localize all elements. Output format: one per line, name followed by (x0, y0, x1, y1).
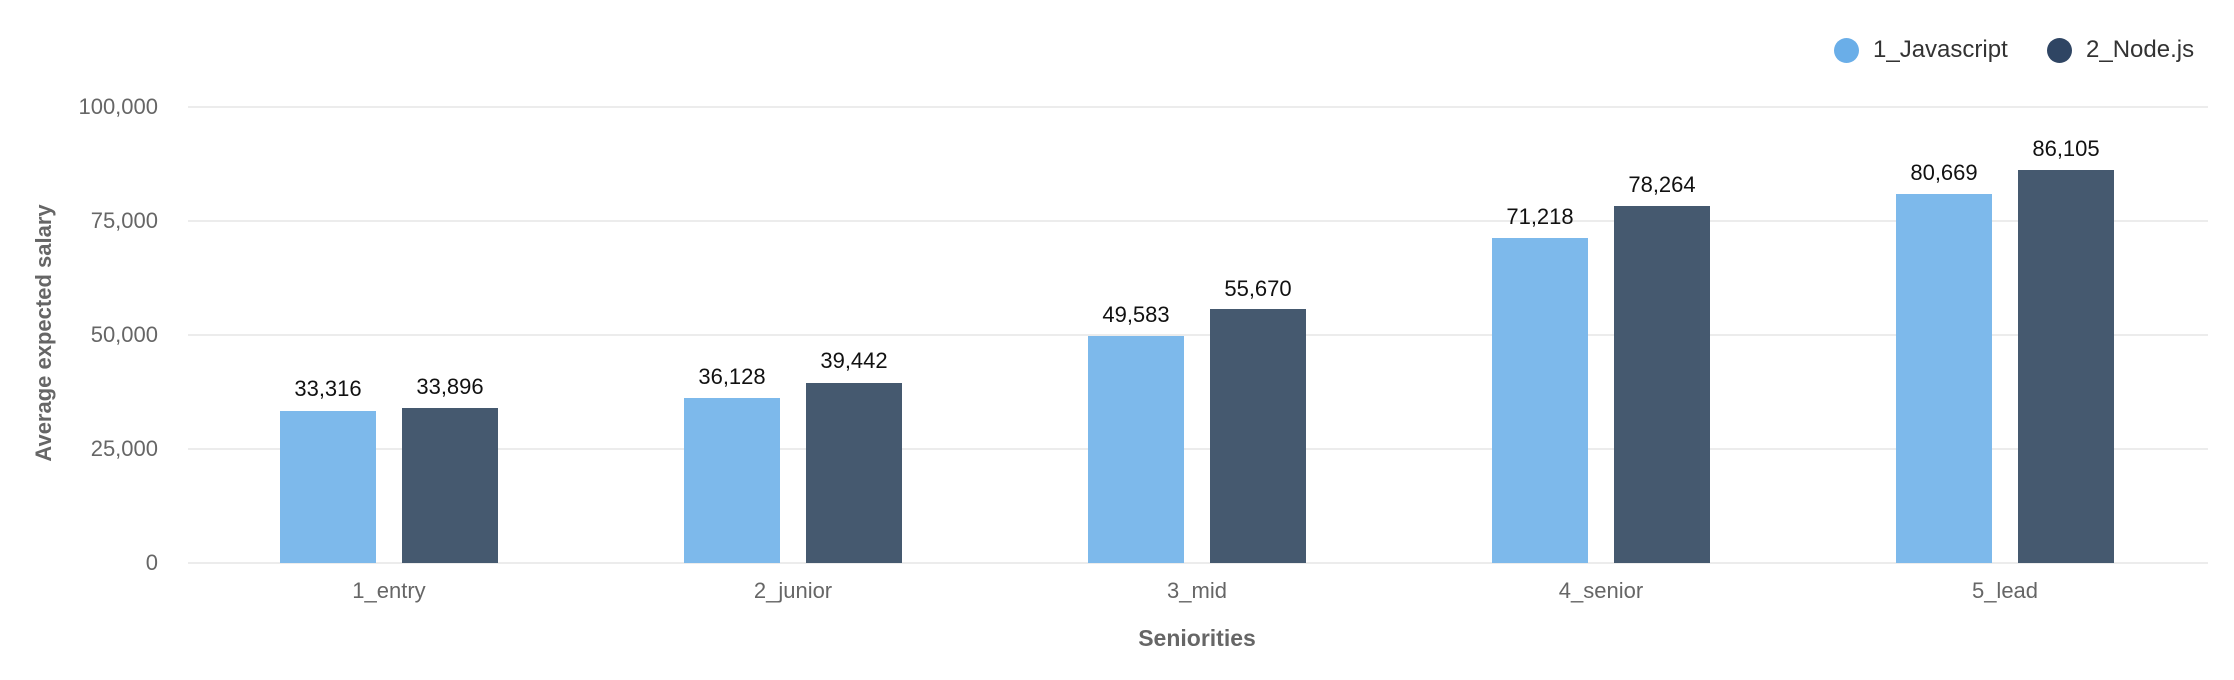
x-tick-label: 5_lead (1971, 578, 2039, 603)
legend-swatch-nodejs-icon (2047, 37, 2072, 63)
bar-value-label: 86,105 (2032, 136, 2100, 161)
bar-value-label: 55,670 (1224, 276, 1292, 301)
y-tick-label: 0 (145, 550, 158, 575)
bar-javascript-junior[interactable] (684, 398, 780, 563)
x-tick-label: 4_senior (1558, 578, 1644, 603)
y-tick-label: 75,000 (90, 208, 158, 233)
x-axis-title: Seniorities (1138, 625, 1256, 651)
bar-javascript-lead[interactable] (1896, 194, 1992, 563)
bar-javascript-entry[interactable] (280, 411, 376, 563)
x-tick-label: 2_junior (753, 578, 833, 603)
gridline-75000 (188, 220, 2208, 222)
legend-item-javascript[interactable]: 1_Javascript (1834, 36, 2008, 64)
bar-nodejs-mid[interactable] (1210, 309, 1306, 563)
legend-item-nodejs[interactable]: 2_Node.js (2047, 36, 2194, 64)
y-tick-label: 50,000 (90, 322, 158, 347)
bar-javascript-mid[interactable] (1088, 336, 1184, 563)
legend-swatch-javascript-icon (1834, 37, 1859, 63)
gridline-50000 (188, 334, 2208, 336)
bar-value-label: 49,583 (1102, 302, 1170, 327)
legend-label: 1_Javascript (1873, 36, 2008, 63)
y-axis-title: Average expected salary (31, 204, 56, 462)
bar-value-label: 33,316 (294, 376, 362, 401)
bar-javascript-senior[interactable] (1492, 238, 1588, 563)
bar-value-label: 71,218 (1506, 204, 1574, 229)
bar-nodejs-entry[interactable] (402, 408, 498, 563)
gridline-100000 (188, 106, 2208, 108)
gridline-0 (188, 562, 2208, 564)
y-tick-label: 25,000 (90, 436, 158, 461)
legend-label: 2_Node.js (2086, 36, 2195, 63)
bar-value-label: 36,128 (698, 364, 766, 389)
x-tick-label: 1_entry (352, 578, 426, 603)
bar-nodejs-senior[interactable] (1614, 206, 1710, 563)
gridline-25000 (188, 448, 2208, 450)
bar-nodejs-junior[interactable] (806, 383, 902, 563)
bar-value-label: 33,896 (416, 374, 484, 399)
x-tick-label: 3_mid (1167, 578, 1227, 603)
bar-nodejs-lead[interactable] (2018, 170, 2114, 563)
bar-value-label: 80,669 (1910, 160, 1978, 185)
bar-value-label: 39,442 (820, 348, 888, 373)
bar-value-label: 78,264 (1628, 172, 1696, 197)
y-tick-label: 100,000 (78, 94, 158, 119)
